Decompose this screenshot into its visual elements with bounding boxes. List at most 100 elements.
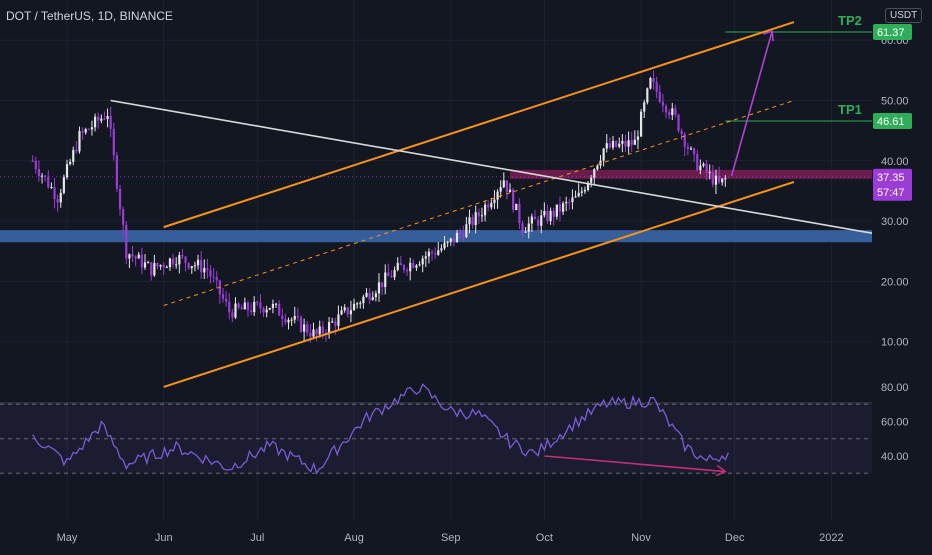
time-tick-label: 2022 (819, 532, 843, 544)
candle-body (646, 88, 649, 103)
candle-body (412, 262, 415, 268)
candle-body (352, 303, 356, 311)
candle-body (87, 129, 90, 131)
currency-badge[interactable]: USDT (885, 8, 923, 23)
candle-body (596, 165, 599, 170)
candle-body (721, 178, 724, 183)
candle-body (249, 310, 253, 313)
candle-body (586, 182, 590, 191)
candle-body (31, 160, 34, 162)
candle-body (181, 255, 184, 257)
candle-body (246, 302, 250, 311)
candle-body (206, 268, 209, 270)
candle-body (633, 139, 636, 145)
candle-body (265, 309, 268, 313)
candle-body (343, 307, 346, 311)
candle-body (455, 232, 459, 243)
candle-body (540, 215, 543, 226)
candle-body (615, 140, 618, 147)
candle-body (103, 118, 106, 120)
candle-body (505, 180, 509, 193)
candle-body (418, 264, 421, 266)
candle-body (37, 169, 41, 176)
candle-body (62, 177, 65, 193)
candle-body (543, 210, 546, 216)
candle-body (515, 203, 518, 210)
time-tick-label: Nov (631, 532, 651, 544)
candle-body (686, 146, 689, 149)
candle-body (655, 81, 658, 92)
tp2-price-tag-bg (873, 23, 912, 40)
candle-body (708, 172, 711, 174)
candle-body (387, 272, 390, 277)
candle-body (131, 254, 134, 257)
candle-body (293, 316, 296, 320)
candle-body (143, 262, 147, 268)
candle-body (530, 216, 533, 224)
candle-body (53, 187, 56, 199)
candle-body (555, 204, 558, 217)
candle-body (306, 324, 309, 333)
candle-body (81, 131, 84, 133)
candle-body (115, 155, 119, 189)
candle-body (187, 262, 190, 269)
price-tick-label: 30.00 (881, 216, 909, 228)
candle-body (212, 276, 215, 278)
price-tick-label: 50.00 (881, 96, 909, 108)
candle-body (533, 216, 537, 220)
candle-body (449, 238, 452, 242)
candle-body (424, 256, 427, 259)
candle-body (546, 210, 549, 222)
candle-body (693, 148, 696, 154)
time-tick-label: Sep (441, 532, 461, 544)
candle-body (381, 282, 384, 288)
candle-body (159, 264, 162, 267)
candle-body (496, 191, 499, 200)
candle-body (630, 140, 633, 145)
candle-body (109, 115, 112, 129)
candle-body (162, 264, 165, 268)
candle-body (680, 131, 683, 135)
candle-body (140, 254, 143, 268)
candle-body (318, 326, 321, 335)
candle-body (168, 258, 172, 268)
candle-body (452, 238, 455, 243)
candle-body (253, 301, 256, 313)
candle-body (377, 282, 381, 294)
candle-body (284, 318, 287, 323)
candle-body (705, 163, 708, 173)
rsi-line (32, 383, 729, 475)
candle-body (499, 187, 502, 192)
candle-body (518, 203, 521, 224)
price-tick-label: 10.00 (881, 337, 909, 349)
price-axis-background (872, 0, 932, 550)
symbol-title: DOT / TetherUS, 1D, BINANCE (6, 9, 173, 23)
channel-upper-line (163, 21, 795, 229)
candle-body (683, 134, 686, 147)
candle-body (175, 264, 178, 266)
candle-body (221, 294, 225, 299)
time-tick-label: Aug (344, 532, 364, 544)
candle-body (290, 319, 293, 321)
candle-body (334, 321, 337, 326)
candle-body (365, 292, 368, 297)
candle-body (97, 116, 100, 121)
candle-body (362, 296, 365, 304)
candle-body (231, 312, 234, 318)
candle-body (483, 204, 487, 216)
candle-body (639, 111, 643, 137)
candle-body (368, 292, 371, 300)
candle-body (627, 140, 630, 147)
candle-body (524, 231, 527, 233)
candle-body (664, 105, 668, 113)
time-tick-label: Jul (250, 532, 264, 544)
candle-body (580, 191, 583, 193)
candle-body (349, 310, 353, 315)
candle-body (200, 259, 203, 273)
tp1-price-tag-bg (873, 112, 912, 129)
candle-body (84, 129, 87, 133)
candle-body (309, 332, 312, 337)
candle-body (259, 302, 262, 309)
